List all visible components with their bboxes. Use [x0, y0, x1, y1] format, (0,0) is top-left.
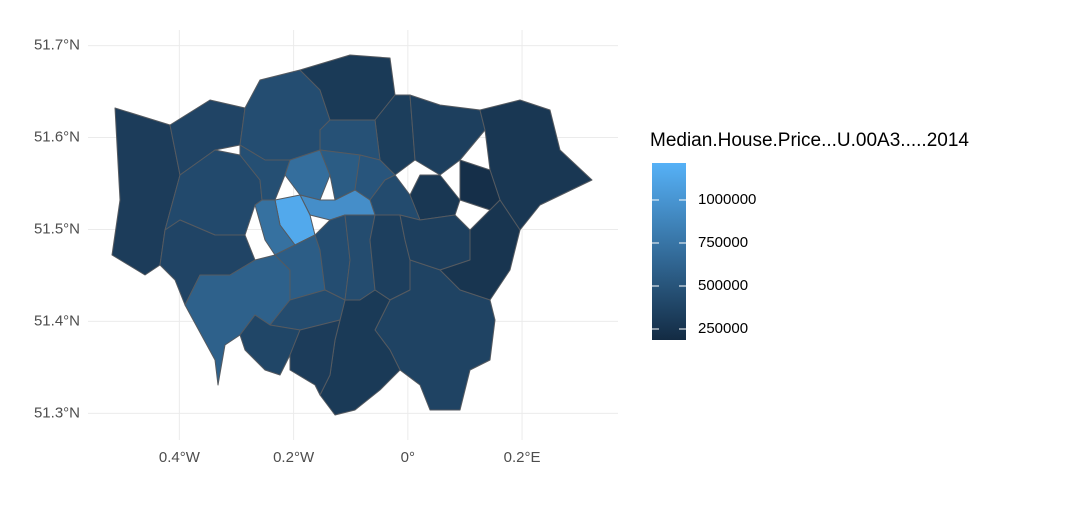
- x-tick-label: 0°: [401, 449, 415, 466]
- legend-title: Median.House.Price...U.00A3.....2014: [650, 130, 969, 151]
- colorbar-label: 250000: [698, 320, 748, 337]
- y-tick-label: 51.7°N: [34, 37, 80, 54]
- x-tick-label: 0.2°E: [504, 449, 541, 466]
- x-tick-label: 0.2°W: [273, 449, 315, 466]
- region: [344, 214, 376, 301]
- colorbar-label: 750000: [698, 234, 748, 251]
- legend: 250000 500000 750000 1000000: [652, 191, 756, 337]
- region: [239, 314, 301, 376]
- region: [409, 94, 486, 176]
- y-tick-label: 51.6°N: [34, 129, 80, 146]
- axes: 0.4°W 0.2°W 0° 0.2°E 51.3°N 51.4°N 51.5°N 51.6°…: [34, 37, 541, 466]
- y-tick-label: 51.3°N: [34, 404, 80, 421]
- region: [289, 319, 341, 396]
- y-tick-label: 51.4°N: [34, 312, 80, 329]
- y-tick-label: 51.5°N: [34, 220, 80, 237]
- colorbar-label: 500000: [698, 277, 748, 294]
- colorbar-label: 1000000: [698, 191, 756, 208]
- regions: [111, 54, 593, 416]
- x-tick-label: 0.4°W: [159, 449, 201, 466]
- region: [439, 199, 521, 301]
- colorbar: [652, 163, 686, 340]
